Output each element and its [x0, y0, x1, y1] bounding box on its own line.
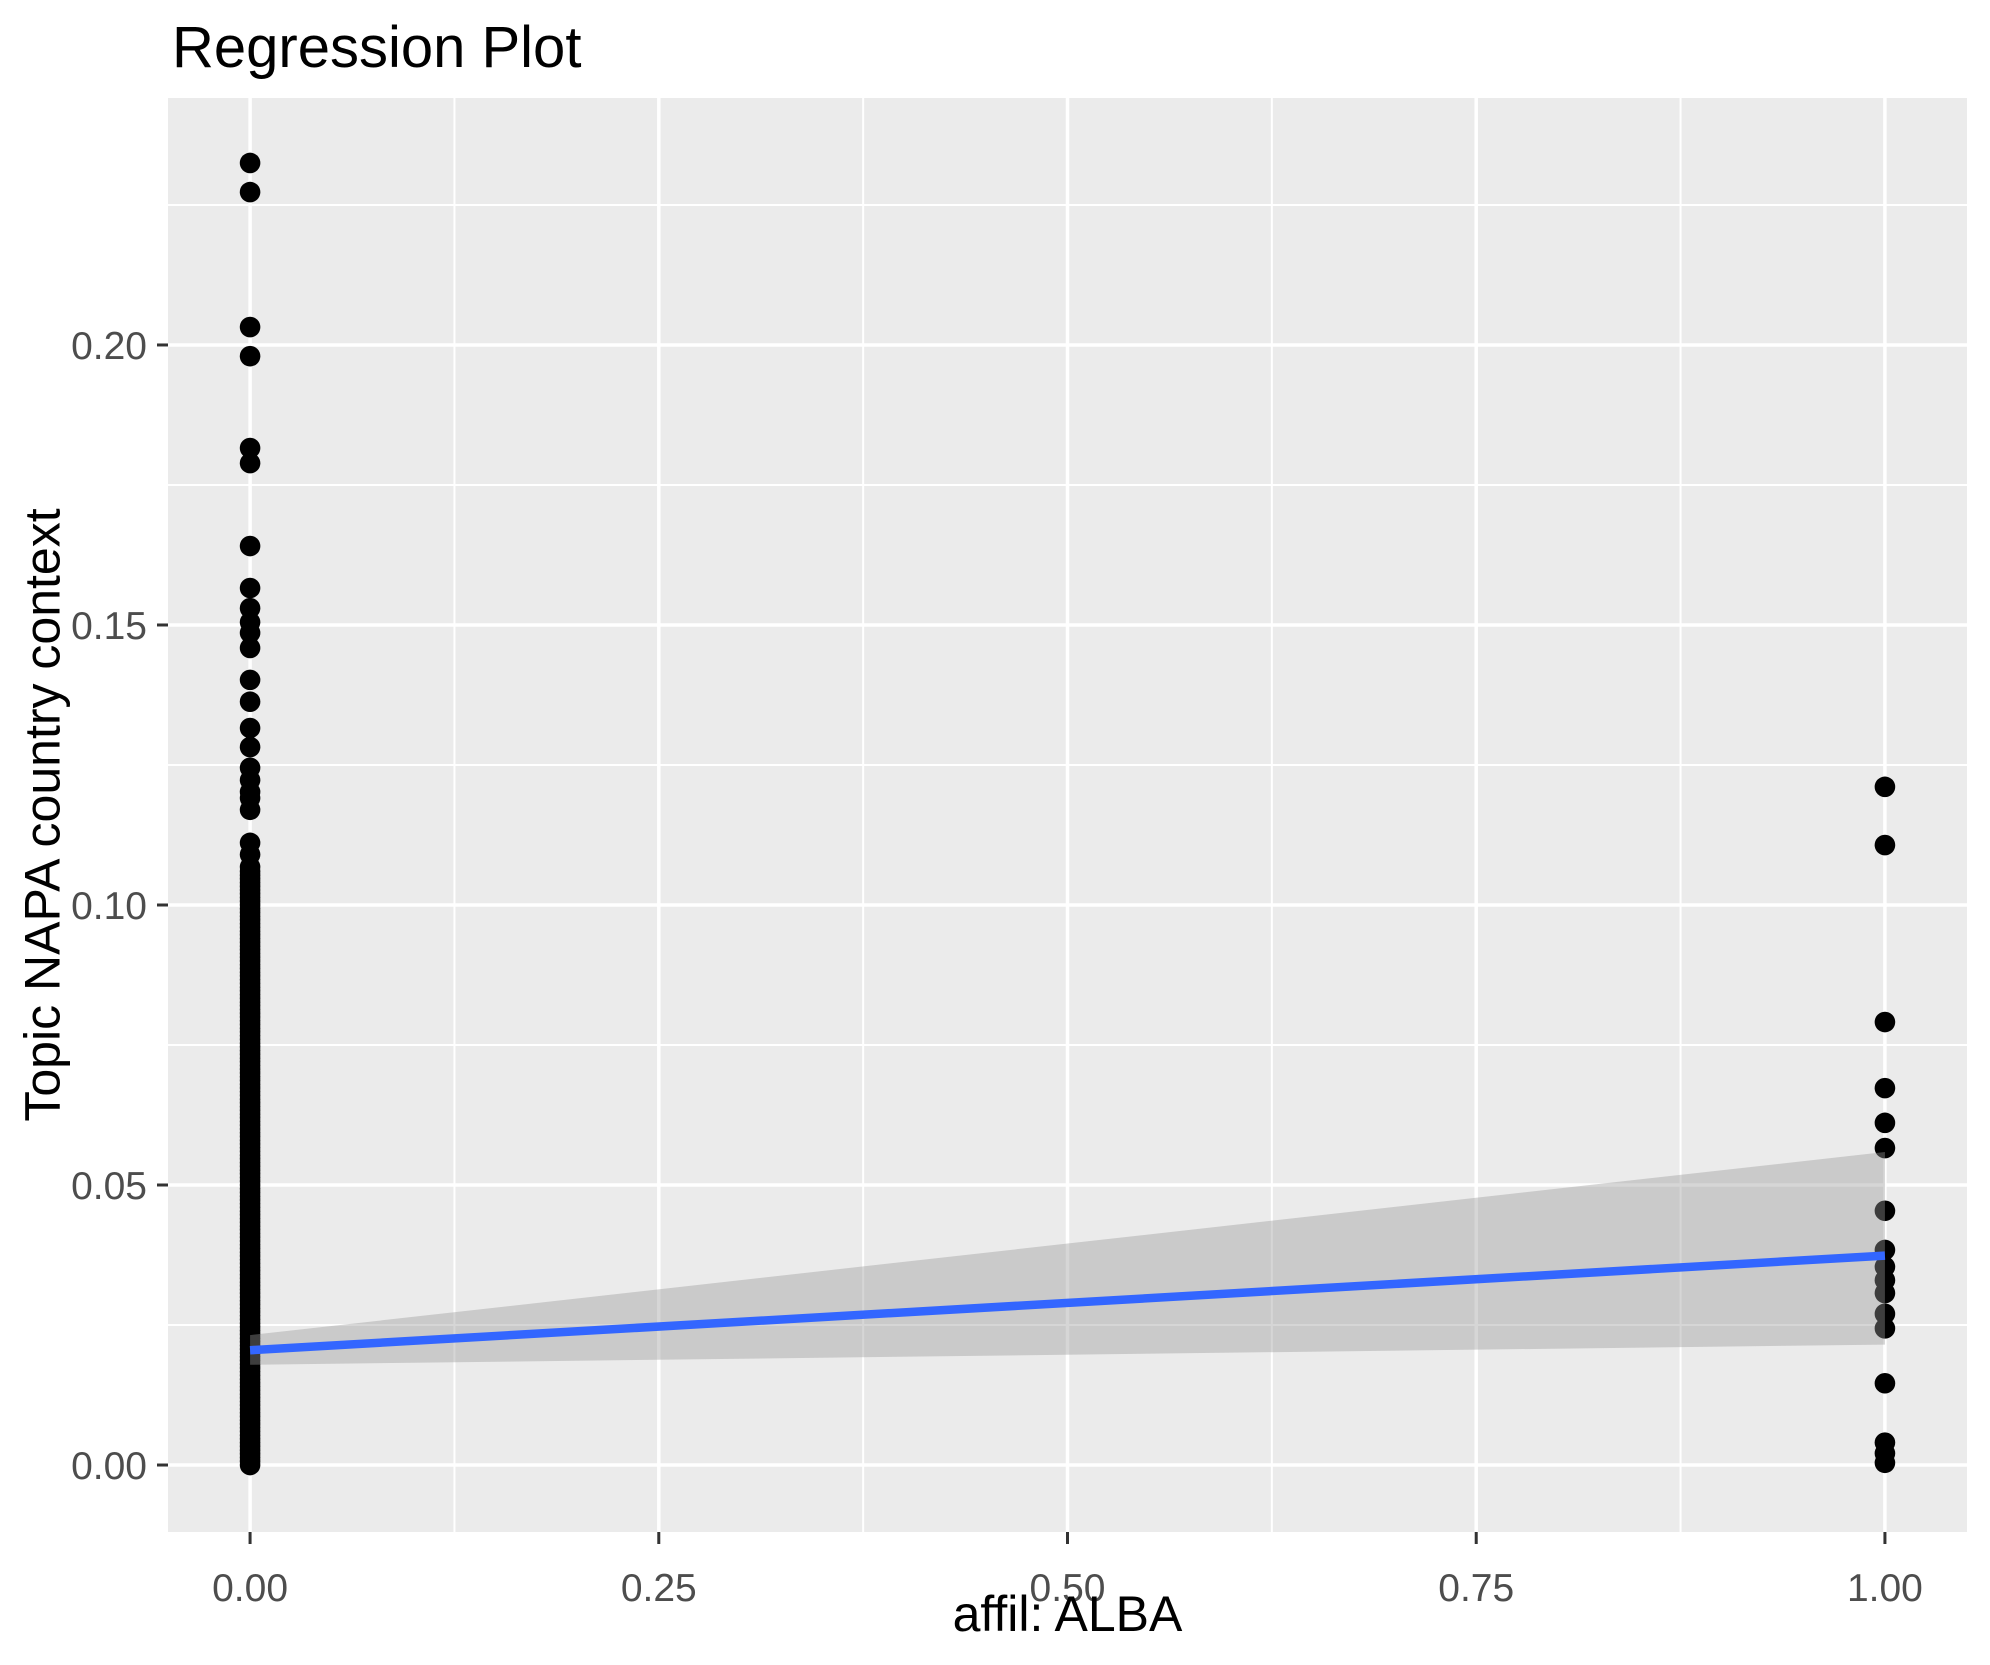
confidence-band: [250, 1151, 1885, 1365]
x-axis-title: affil: ALBA: [952, 1586, 1183, 1642]
data-point: [239, 345, 261, 367]
x-tick-label: 0.50: [1030, 1567, 1106, 1610]
data-point: [1874, 1282, 1896, 1304]
data-point: [239, 316, 261, 338]
data-point: [239, 669, 261, 691]
data-point: [239, 637, 261, 659]
y-tick-label: 0.10: [71, 885, 147, 928]
data-point: [239, 535, 261, 557]
data-point: [239, 622, 261, 644]
y-axis-title: Topic NAPA country context: [15, 508, 72, 1122]
data-point: [239, 452, 261, 474]
data-point: [239, 152, 261, 174]
y-tick-label: 0.00: [71, 1445, 147, 1488]
plot-title: Regression Plot: [172, 15, 582, 80]
data-point: [1874, 1372, 1896, 1394]
data-point: [1874, 834, 1896, 856]
data-point: [1874, 1318, 1896, 1339]
y-tick-label: 0.05: [71, 1165, 147, 1208]
data-point: [239, 717, 261, 739]
y-tick-label: 0.15: [71, 605, 147, 648]
data-point: [1874, 1077, 1896, 1099]
data-point: [1874, 1452, 1896, 1474]
data-point: [239, 181, 261, 203]
y-axis-title-box: Topic NAPA country context: [0, 98, 86, 1532]
data-point: [1874, 1137, 1896, 1159]
x-tick-label: 0.75: [1438, 1567, 1514, 1610]
data-point: [1874, 776, 1896, 798]
data-point: [1874, 1200, 1896, 1222]
x-tick-label: 1.00: [1847, 1567, 1923, 1610]
data-point: [1874, 1303, 1896, 1325]
x-tick-label: 0.25: [621, 1567, 697, 1610]
data-point: [239, 861, 261, 882]
regression-line: [249, 1251, 1886, 1355]
x-tick-label: 0.00: [212, 1567, 288, 1610]
data-point: [1874, 1011, 1896, 1033]
data-point: [239, 736, 261, 758]
data-point: [239, 799, 261, 821]
data-point: [239, 437, 261, 459]
y-tick-label: 0.20: [71, 325, 147, 368]
data-point: [1874, 1112, 1896, 1134]
data-point: [239, 577, 261, 599]
data-point: [239, 691, 261, 713]
